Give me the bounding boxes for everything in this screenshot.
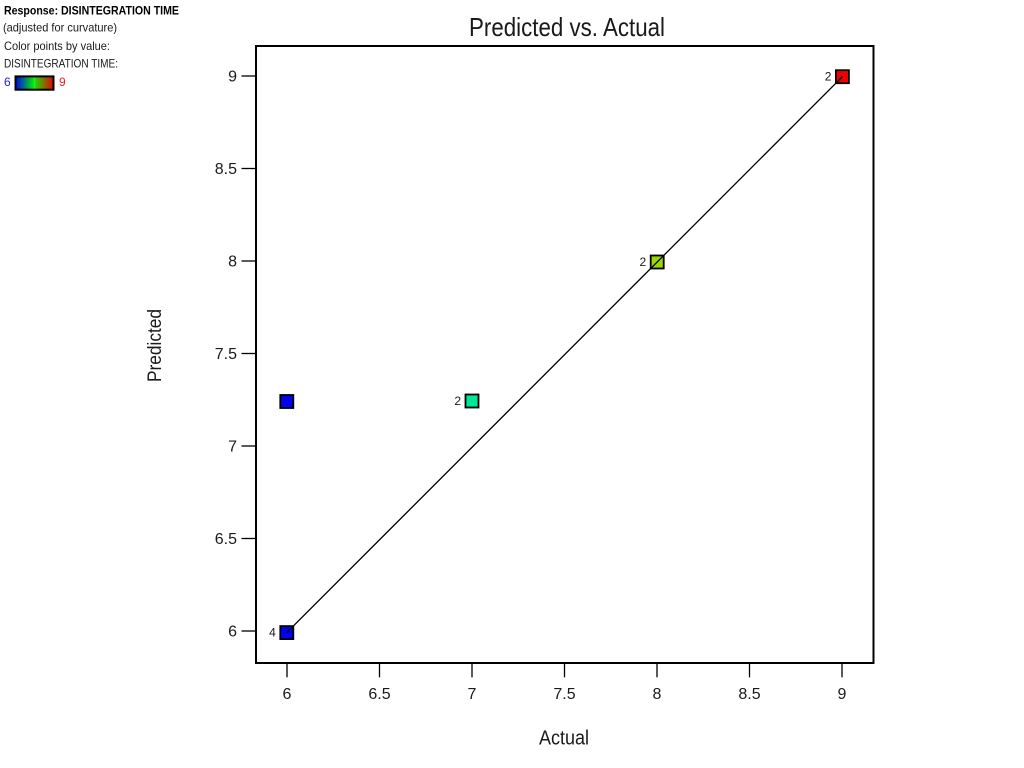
svg-text:6: 6 [283, 686, 292, 703]
svg-text:Predicted vs. Actual: Predicted vs. Actual [469, 12, 665, 42]
svg-text:9: 9 [59, 75, 66, 89]
svg-text:2: 2 [640, 255, 647, 269]
svg-text:8.5: 8.5 [738, 686, 760, 703]
svg-text:Color points by value:: Color points by value: [4, 39, 110, 53]
svg-text:8.5: 8.5 [215, 161, 237, 178]
svg-text:7.5: 7.5 [215, 346, 237, 363]
svg-text:Actual: Actual [539, 728, 589, 750]
svg-text:4: 4 [269, 625, 276, 639]
svg-text:DISINTEGRATION TIME:: DISINTEGRATION TIME: [4, 56, 118, 70]
svg-text:7: 7 [228, 439, 237, 456]
svg-text:6.5: 6.5 [368, 686, 390, 703]
svg-text:6.5: 6.5 [215, 531, 237, 548]
svg-text:2: 2 [454, 394, 461, 408]
svg-text:7.5: 7.5 [553, 686, 575, 703]
svg-text:6: 6 [4, 75, 11, 89]
svg-text:6: 6 [228, 624, 237, 641]
svg-text:(adjusted for curvature): (adjusted for curvature) [3, 21, 117, 35]
svg-text:9: 9 [838, 686, 847, 703]
svg-text:8: 8 [653, 686, 662, 703]
svg-text:7: 7 [468, 686, 477, 703]
svg-text:2: 2 [825, 70, 832, 84]
svg-text:Predicted: Predicted [145, 309, 166, 382]
svg-text:8: 8 [228, 254, 237, 271]
svg-text:Response: DISINTEGRATION TIME: Response: DISINTEGRATION TIME [4, 4, 179, 18]
svg-text:9: 9 [228, 69, 237, 86]
